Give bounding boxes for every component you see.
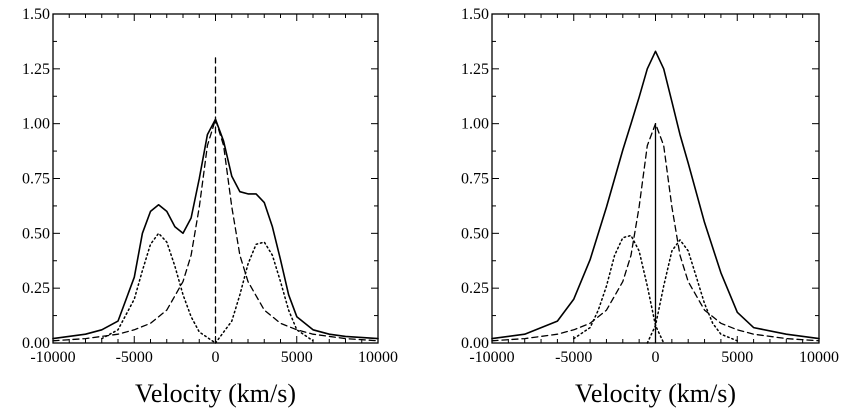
series-solid-right-0 xyxy=(491,50,820,340)
chart-panel-right: -10000 -5000 0 5000 10000 0.00 0.25 0.50 0.75 1.0… xyxy=(461,6,839,408)
x-tick-label: 5000 xyxy=(721,349,753,366)
y-tick-label: 0.00 xyxy=(461,335,489,352)
y-tick-label: 0.75 xyxy=(461,171,489,188)
y-tick-label: 1.50 xyxy=(461,6,489,23)
y-tick-label: 1.50 xyxy=(22,6,50,23)
y-tick-label: 0.75 xyxy=(22,171,50,188)
y-tick-label: 1.00 xyxy=(461,116,489,133)
x-tick-label: -10000 xyxy=(469,349,514,366)
x-tick-label: 0 xyxy=(212,349,220,366)
series-dotted-right-3 xyxy=(646,239,739,344)
y-tick-label: 0.25 xyxy=(461,280,489,297)
x-tick-label: -5000 xyxy=(116,349,153,366)
series-dotted-left-3 xyxy=(214,241,314,344)
series-dotted-right-2 xyxy=(573,234,665,344)
y-tick-label: 1.00 xyxy=(22,116,50,133)
y-tick-label: 0.00 xyxy=(22,335,50,352)
y-tick-label: 1.25 xyxy=(22,61,50,78)
x-tick-label: -10000 xyxy=(30,349,75,366)
y-tick-label: 0.50 xyxy=(22,225,50,242)
x-tick-label: 0 xyxy=(652,349,660,366)
x-tick-label: 10000 xyxy=(358,349,398,366)
x-tick-label: 5000 xyxy=(281,349,313,366)
chart-panel-left: -10000 -5000 0 5000 10000 0.00 0.25 0.50 0.75 1.0… xyxy=(22,6,398,408)
x-axis-label: Velocity (km/s) xyxy=(575,379,736,408)
y-tick-label: 0.25 xyxy=(22,280,50,297)
y-tick-label: 0.50 xyxy=(461,225,489,242)
series-dotted-left-2 xyxy=(101,232,217,344)
y-tick-label: 1.25 xyxy=(461,61,489,78)
x-tick-label: 10000 xyxy=(799,349,839,366)
x-axis-label: Velocity (km/s) xyxy=(135,379,296,408)
x-tick-label: -5000 xyxy=(555,349,592,366)
